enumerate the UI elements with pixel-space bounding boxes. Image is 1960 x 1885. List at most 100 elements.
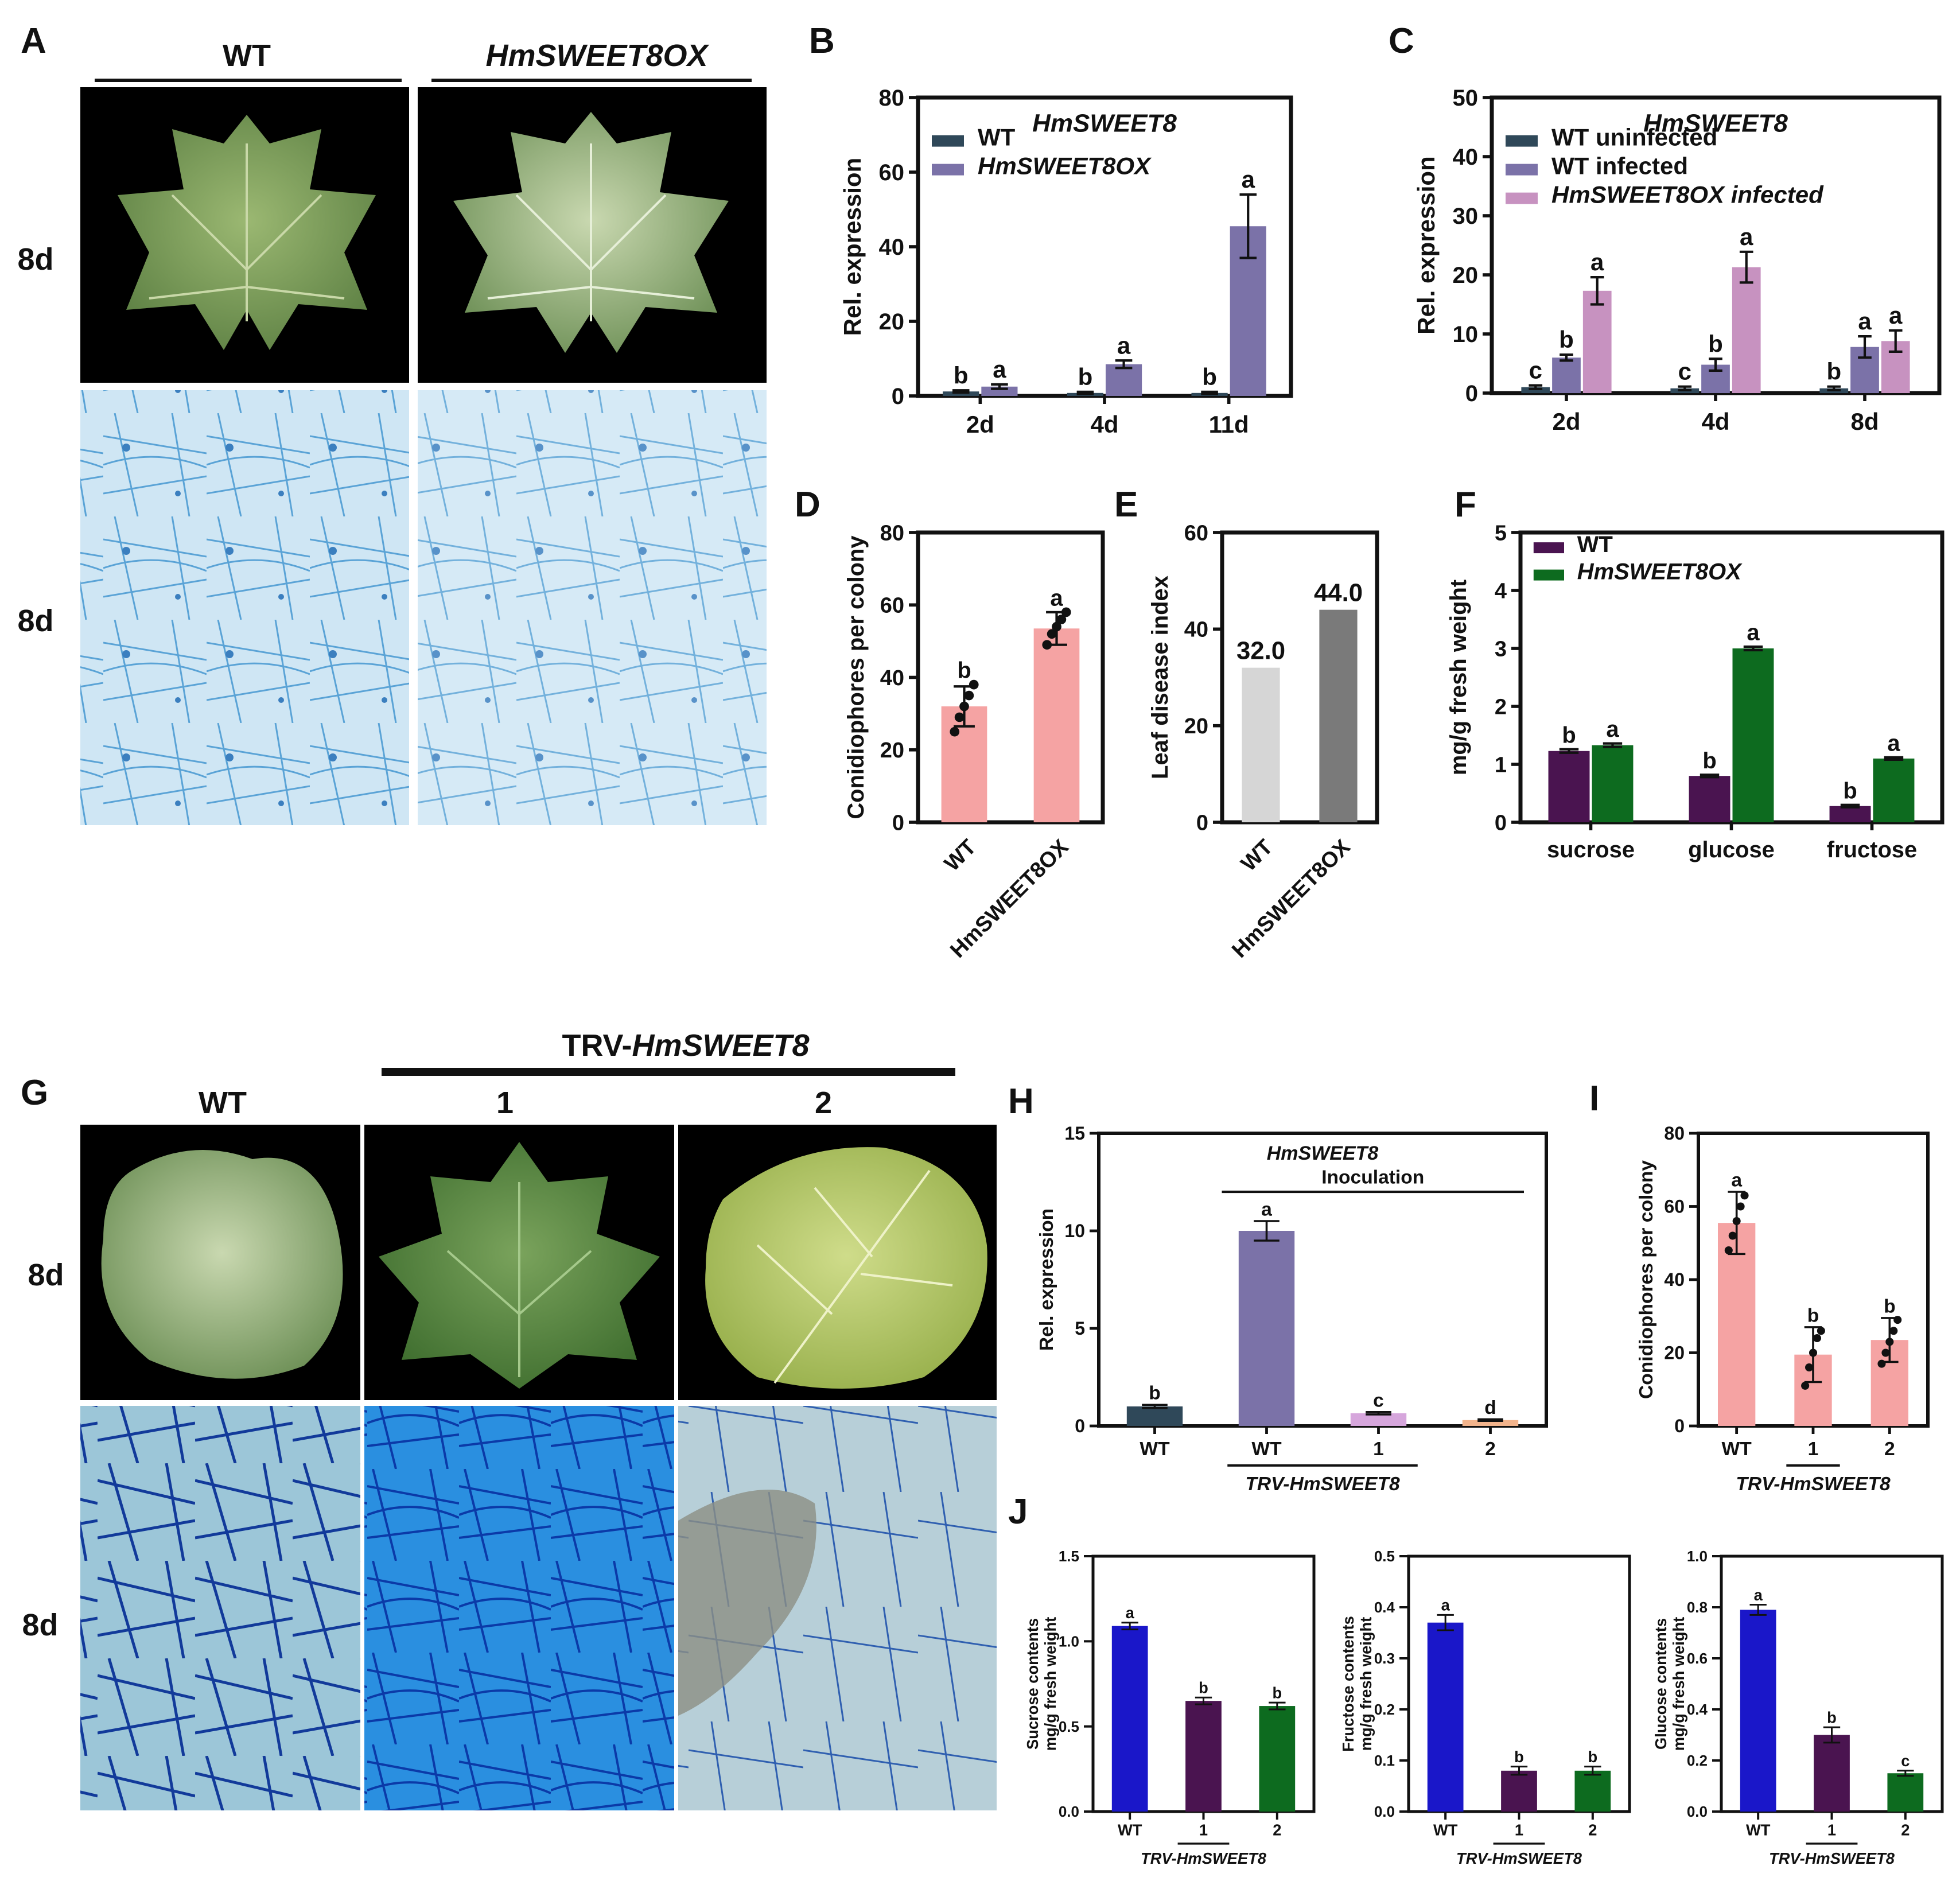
plot-frame [1097, 1132, 1548, 1428]
bar [1111, 1626, 1148, 1812]
panel-a-row-label-bottom: 8d [17, 604, 53, 638]
panel-g-col-wt: WT [199, 1086, 247, 1120]
chart-title: HmSWEET8 [1267, 1142, 1379, 1164]
significance-letter: b [957, 658, 971, 683]
y-tick-label: 0.0 [1059, 1803, 1079, 1820]
x-tick-label: 2 [1588, 1821, 1597, 1839]
significance-letter: b [1702, 748, 1716, 774]
significance-letter: a [1117, 332, 1131, 359]
significance-letter: b [1843, 778, 1857, 803]
group-label: TRV-HmSWEET8 [1769, 1849, 1895, 1867]
x-tick-label: WT [1236, 835, 1277, 876]
significance-letter: d [1484, 1397, 1496, 1418]
y-tick-label: 0.4 [1374, 1599, 1395, 1616]
panel-label-a: A [21, 21, 46, 61]
chart-i: 0 20 40 60 80 Conidiophores per colony a b b WT 1 2… [1636, 1123, 1930, 1495]
annotation-label: Inoculation [1321, 1167, 1424, 1188]
bar [1319, 609, 1358, 822]
x-tick-label: 1 [1808, 1439, 1819, 1460]
y-tick-label: 0 [1465, 381, 1478, 406]
y-axis-label: Rel. expression [1413, 156, 1440, 334]
panel-a-row-label-top: 8d [17, 242, 53, 277]
y-tick-label: 60 [880, 594, 904, 618]
y-axis-label: mg/g fresh weight [1446, 580, 1471, 775]
chart-j3: 0.0 0.2 0.4 0.6 0.8 1.0 Glucose contents mg/g f… [1652, 1548, 1944, 1867]
chart-title: HmSWEET8 [1643, 109, 1788, 137]
bar [1740, 1610, 1776, 1812]
data-point [1801, 1381, 1810, 1390]
data-point [1805, 1363, 1814, 1372]
y-tick-label: 20 [879, 309, 905, 335]
bar [1689, 776, 1730, 822]
y-tick-label: 40 [1184, 618, 1208, 642]
chart-f: 0 1 2 3 4 5 mg/g fresh weight b b b a a a sucrose gluc… [1446, 521, 1945, 862]
data-point [1732, 1216, 1741, 1226]
x-tick-label: WT [1746, 1821, 1771, 1839]
panel-g-row-label-bottom: 8d [22, 1608, 58, 1642]
x-tick-label: 1 [1373, 1439, 1384, 1460]
y-tick-label: 40 [879, 235, 905, 260]
panel-g-micro-wt-photo [80, 1406, 360, 1810]
data-point [1877, 1359, 1886, 1368]
x-tick-label: 1 [1515, 1821, 1523, 1839]
bar [1829, 806, 1871, 822]
y-tick-label: 15 [1064, 1123, 1085, 1144]
panel-g-micro-1-photo [364, 1406, 674, 1810]
data-point [969, 679, 979, 690]
significance-letter: c [1901, 1752, 1910, 1770]
bar [1732, 648, 1774, 822]
y-tick-label: 1.0 [1687, 1548, 1708, 1565]
x-tick-label: WT [1140, 1439, 1170, 1460]
bar [1126, 1406, 1183, 1426]
y-tick-label: 0.6 [1687, 1650, 1708, 1667]
x-tick-label: WT [940, 835, 981, 876]
bar [1732, 267, 1761, 393]
legend-label: WT uninfected [1551, 124, 1717, 151]
bar [1574, 1770, 1611, 1812]
y-tick-label: 0.4 [1687, 1701, 1708, 1718]
data-point [954, 712, 965, 722]
significance-letter: a [1747, 620, 1760, 646]
x-tick-label: 2d [966, 411, 994, 438]
y-tick-label: 20 [1184, 714, 1208, 739]
significance-letter: b [1078, 363, 1093, 390]
significance-letter: a [1242, 166, 1255, 193]
bar [1238, 1231, 1295, 1426]
y-tick-label: 10 [1064, 1221, 1085, 1241]
y-axis-label: mg/g fresh weight [1041, 1617, 1059, 1751]
group-label: TRV-HmSWEET8 [1456, 1849, 1582, 1867]
data-point [1736, 1202, 1745, 1211]
panel-label-j: J [1008, 1492, 1028, 1532]
bar [1259, 1706, 1296, 1812]
significance-letter: b [1884, 1296, 1896, 1317]
y-tick-label: 20 [1453, 263, 1479, 288]
data-point [1893, 1316, 1902, 1324]
bar [1106, 364, 1142, 396]
x-tick-label: sucrose [1547, 837, 1635, 862]
y-tick-label: 1.0 [1059, 1633, 1079, 1650]
y-tick-label: 0.5 [1374, 1548, 1395, 1565]
panel-label-e: E [1114, 485, 1138, 524]
bar [1185, 1701, 1222, 1812]
x-tick-label: WT [1722, 1439, 1752, 1460]
y-tick-label: 40 [1664, 1269, 1685, 1290]
legend-swatch [1533, 542, 1564, 554]
panel-g: TRV-HmSWEET8 WT 1 2 8d 8d [22, 1028, 997, 1810]
legend-label: WT [1577, 532, 1613, 557]
y-tick-label: 0 [892, 811, 904, 835]
y-tick-label: 2 [1495, 695, 1507, 719]
data-point [1047, 629, 1057, 639]
data-point [1042, 640, 1052, 650]
y-tick-label: 1 [1495, 753, 1507, 777]
y-tick-label: 0 [892, 384, 904, 409]
bar [1242, 667, 1280, 822]
x-tick-label: WT [1433, 1821, 1458, 1839]
significance-letter: b [1149, 1383, 1161, 1404]
significance-letter: a [1261, 1199, 1272, 1220]
significance-letter: b [1588, 1748, 1597, 1766]
data-point [1061, 607, 1071, 617]
significance-letter: a [993, 356, 1006, 383]
